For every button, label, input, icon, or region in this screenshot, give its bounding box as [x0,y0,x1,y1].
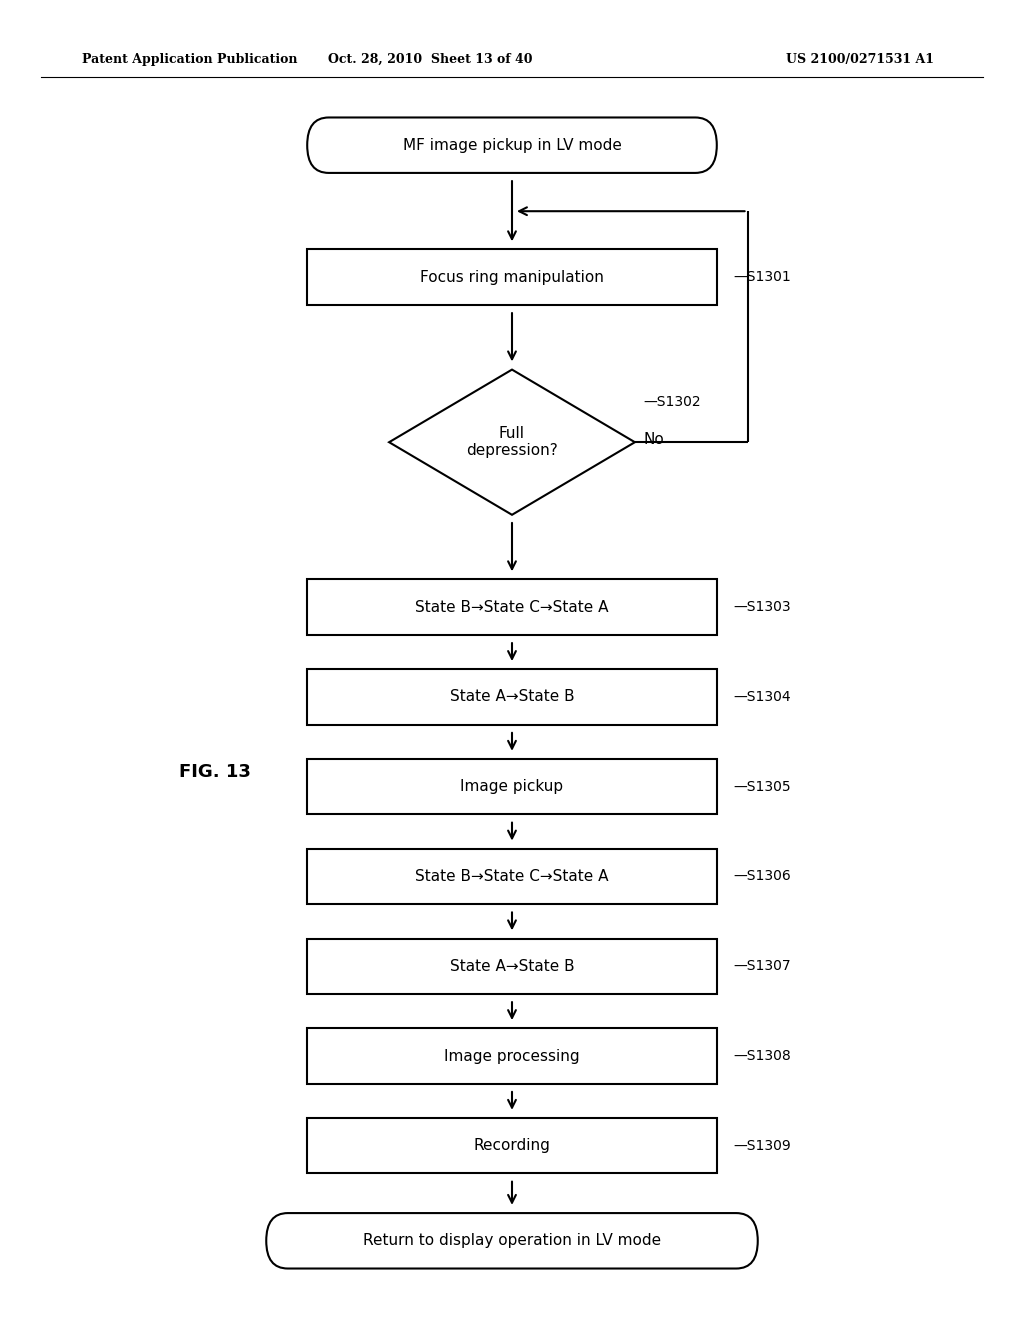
Text: —S1304: —S1304 [733,690,791,704]
Text: State B→State C→State A: State B→State C→State A [416,869,608,884]
Text: —S1302: —S1302 [643,395,700,409]
Text: —S1309: —S1309 [733,1139,791,1152]
Text: —S1307: —S1307 [733,960,791,973]
Text: Oct. 28, 2010  Sheet 13 of 40: Oct. 28, 2010 Sheet 13 of 40 [328,53,532,66]
Text: Full
depression?: Full depression? [466,426,558,458]
FancyBboxPatch shape [307,249,717,305]
Text: US 2100/0271531 A1: US 2100/0271531 A1 [786,53,934,66]
FancyBboxPatch shape [307,579,717,635]
Polygon shape [389,370,635,515]
Text: —S1303: —S1303 [733,601,791,614]
FancyBboxPatch shape [266,1213,758,1269]
Text: State A→State B: State A→State B [450,958,574,974]
FancyBboxPatch shape [307,117,717,173]
Text: Patent Application Publication: Patent Application Publication [82,53,297,66]
Text: MF image pickup in LV mode: MF image pickup in LV mode [402,137,622,153]
FancyBboxPatch shape [307,669,717,725]
Text: —S1308: —S1308 [733,1049,791,1063]
FancyBboxPatch shape [307,849,717,904]
Text: —S1306: —S1306 [733,870,791,883]
Text: Recording: Recording [473,1138,551,1154]
Text: Focus ring manipulation: Focus ring manipulation [420,269,604,285]
Text: —S1305: —S1305 [733,780,791,793]
Text: —S1301: —S1301 [733,271,791,284]
Text: State A→State B: State A→State B [450,689,574,705]
Text: No: No [643,432,664,446]
Text: Image processing: Image processing [444,1048,580,1064]
Text: Return to display operation in LV mode: Return to display operation in LV mode [362,1233,662,1249]
FancyBboxPatch shape [307,1028,717,1084]
FancyBboxPatch shape [307,759,717,814]
Text: FIG. 13: FIG. 13 [179,763,251,781]
FancyBboxPatch shape [307,1118,717,1173]
FancyBboxPatch shape [307,939,717,994]
Text: State B→State C→State A: State B→State C→State A [416,599,608,615]
Text: Image pickup: Image pickup [461,779,563,795]
